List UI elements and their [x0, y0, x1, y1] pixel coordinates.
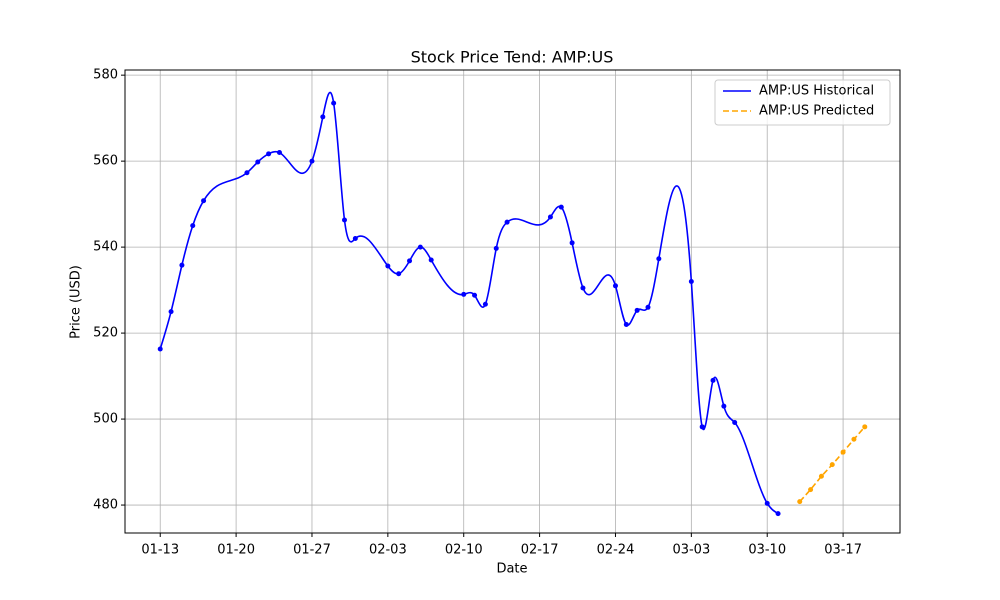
y-axis-label: Price (USD) [69, 265, 84, 339]
data-point [157, 346, 163, 352]
data-point [320, 114, 326, 120]
data-point [504, 219, 510, 225]
data-point [179, 262, 185, 268]
x-tick-label: 03-03 [672, 543, 710, 558]
data-point [385, 263, 391, 269]
data-point [255, 159, 261, 165]
data-point [688, 279, 694, 285]
data-point [808, 487, 814, 493]
data-point [623, 321, 629, 327]
data-point [396, 271, 402, 277]
data-point [732, 420, 738, 426]
x-tick-label: 02-10 [445, 543, 483, 558]
data-point [645, 304, 651, 310]
series-line [159, 91, 779, 515]
data-point [612, 283, 618, 289]
x-tick-label: 01-27 [293, 543, 331, 558]
data-point [341, 217, 347, 223]
data-point [168, 309, 174, 315]
x-tick-label: 01-20 [217, 543, 255, 558]
x-tick-label: 03-10 [748, 543, 786, 558]
data-point [699, 424, 705, 430]
data-point [276, 150, 282, 156]
y-tick-label: 580 [93, 68, 118, 83]
x-tick-label: 02-03 [369, 543, 407, 558]
data-point [862, 424, 868, 430]
data-point [472, 292, 478, 298]
data-point [266, 151, 272, 157]
data-point [840, 449, 846, 455]
data-point [818, 473, 824, 479]
y-tick-label: 480 [93, 498, 118, 513]
x-axis-label: Date [496, 562, 527, 577]
data-point [417, 244, 423, 250]
chart-title: Stock Price Tend: AMP:US [411, 48, 614, 67]
data-point [407, 258, 413, 264]
data-point [201, 198, 207, 204]
legend-label: AMP:US Historical [759, 84, 874, 99]
data-point [331, 100, 337, 106]
data-point [634, 307, 640, 313]
legend-label: AMP:US Predicted [759, 104, 874, 119]
y-tick-label: 540 [93, 240, 118, 255]
data-point [461, 291, 467, 297]
data-point [428, 257, 434, 263]
data-point [493, 245, 499, 251]
data-point [569, 240, 575, 246]
data-point [775, 511, 781, 517]
legend-box [714, 79, 891, 126]
data-point [558, 204, 564, 210]
data-point [352, 236, 358, 242]
data-point [851, 436, 857, 442]
data-point [244, 170, 250, 176]
data-point [710, 377, 716, 383]
x-tick-label: 02-24 [597, 543, 635, 558]
y-tick-label: 500 [93, 412, 118, 427]
plot-frame [124, 69, 901, 534]
data-point [580, 285, 586, 291]
data-point [721, 403, 727, 409]
data-point [190, 223, 196, 229]
data-point [656, 256, 662, 262]
data-point [309, 158, 315, 164]
x-tick-label: 02-17 [521, 543, 559, 558]
y-tick-label: 560 [93, 154, 118, 169]
y-tick-label: 520 [93, 326, 118, 341]
data-point [547, 214, 553, 220]
data-point [797, 499, 803, 505]
data-point [764, 500, 770, 506]
x-tick-label: 01-13 [141, 543, 179, 558]
data-point [482, 301, 488, 307]
x-tick-label: 03-17 [824, 543, 862, 558]
data-point [829, 462, 835, 468]
